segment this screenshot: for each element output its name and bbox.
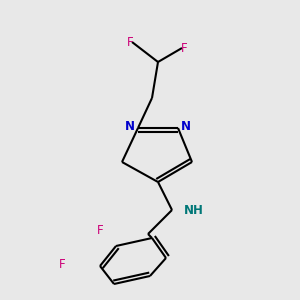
Text: F: F: [127, 35, 133, 49]
Text: F: F: [97, 224, 103, 236]
Text: N: N: [125, 119, 135, 133]
Text: N: N: [181, 119, 191, 133]
Text: F: F: [59, 257, 65, 271]
Text: NH: NH: [184, 203, 204, 217]
Text: F: F: [181, 41, 187, 55]
